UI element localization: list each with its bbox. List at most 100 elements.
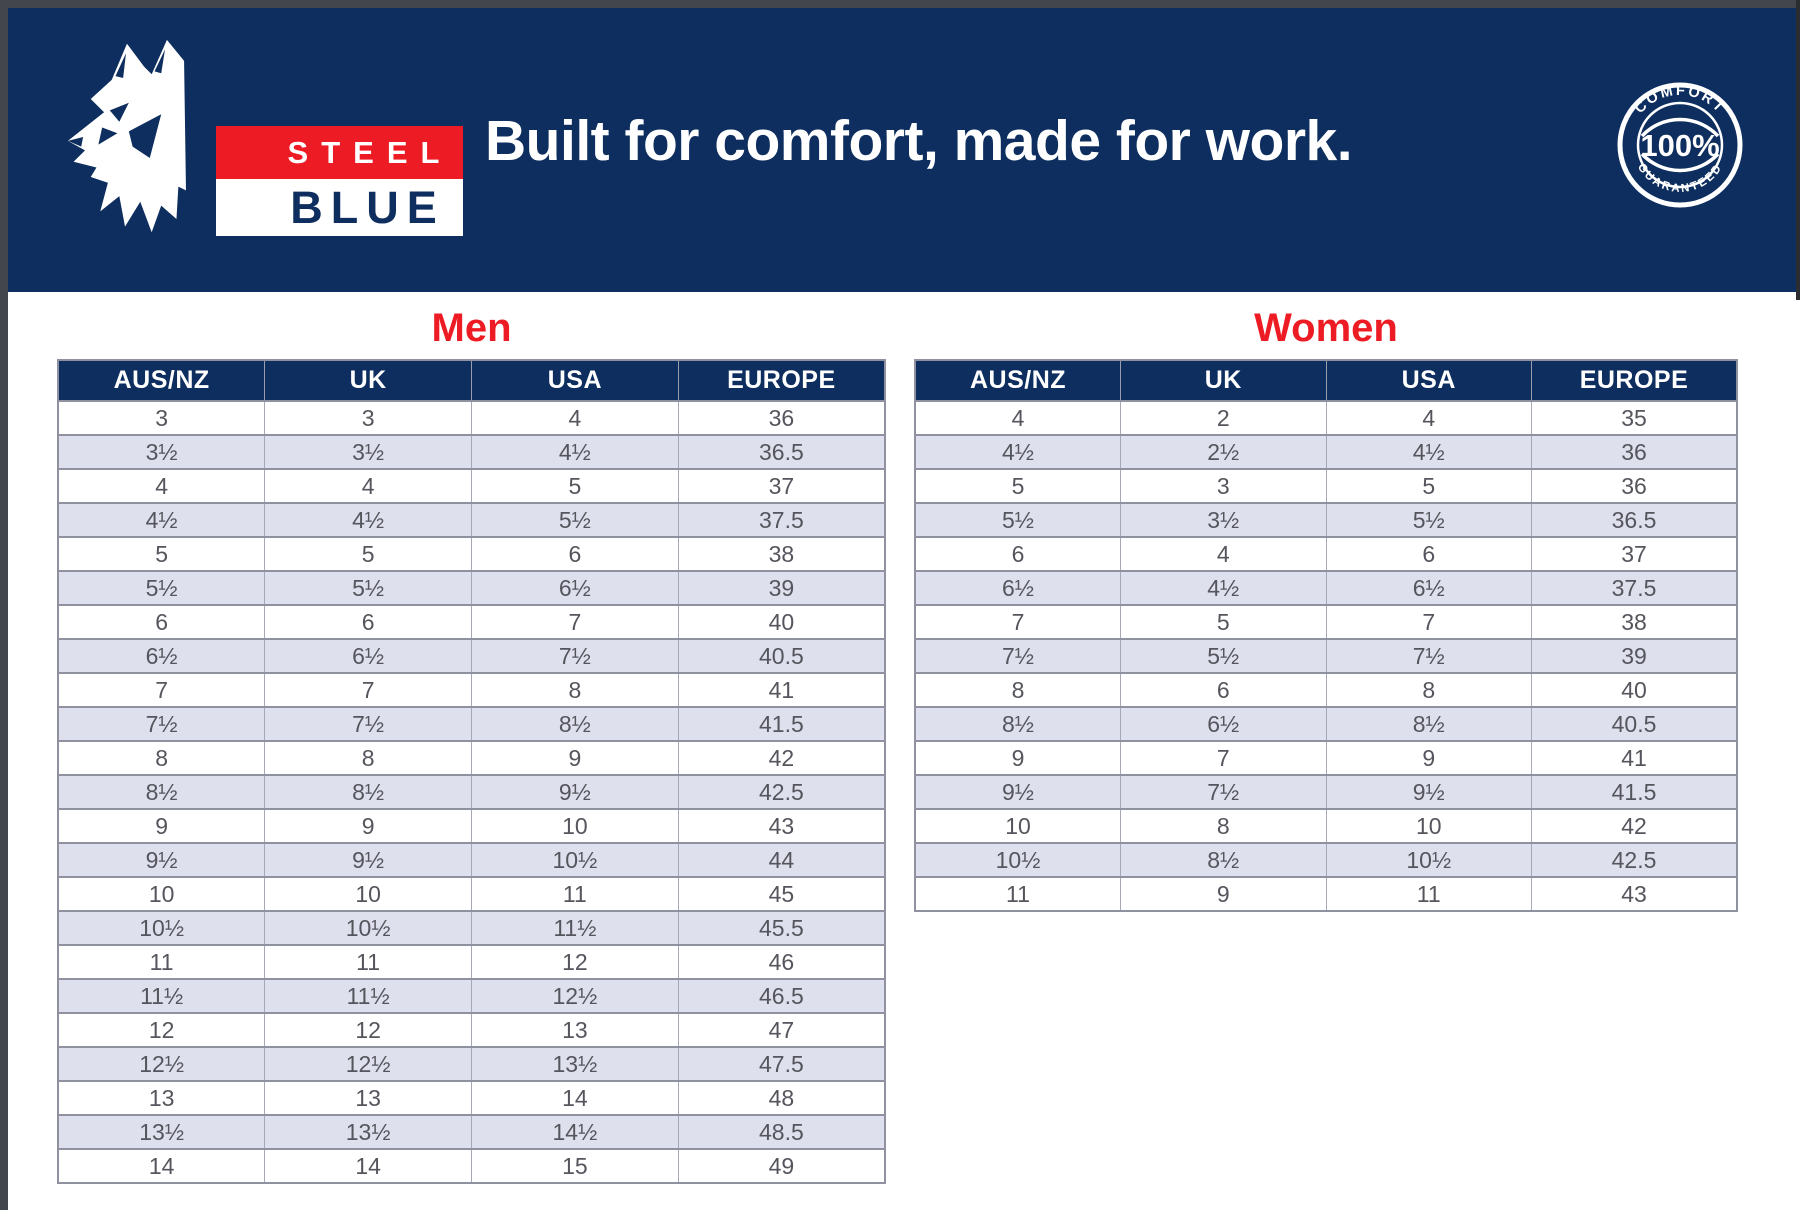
size-cell: 41 <box>677 672 886 708</box>
size-cell: 45.5 <box>677 910 886 946</box>
table-row: 9½ 7½ 9½ 41.5 <box>914 774 1738 810</box>
size-cell: 5 <box>57 536 266 572</box>
size-cell: 6½ <box>1120 706 1327 742</box>
column-header: USA <box>1325 359 1532 402</box>
size-cell: 10½ <box>914 842 1121 878</box>
size-cell: 3 <box>264 400 472 436</box>
size-cell: 13 <box>57 1080 266 1116</box>
size-cell: 11 <box>471 876 679 912</box>
men-title: Men <box>431 306 512 350</box>
size-cell: 40.5 <box>1531 706 1738 742</box>
size-cell: 8½ <box>1120 842 1327 878</box>
table-row: 4½ 4½ 5½ 37.5 <box>57 502 886 538</box>
size-cell: 43 <box>1531 876 1738 912</box>
column-header: AUS/NZ <box>57 359 266 402</box>
table-row: 12½ 12½ 13½ 47.5 <box>57 1046 886 1082</box>
size-cell: 9½ <box>914 774 1121 810</box>
table-row: 5½ 3½ 5½ 36.5 <box>914 502 1738 538</box>
table-row: 7 5 7 38 <box>914 604 1738 640</box>
size-cell: 4 <box>57 468 266 504</box>
size-cell: 8½ <box>1325 706 1532 742</box>
women-size-table: AUS/NZ UK USA EUROPE 4 2 4 35 4½ 2½ 4½ 36 5 3 5 36 5½ 3½ 5… <box>914 359 1738 912</box>
size-cell: 3 <box>57 400 266 436</box>
size-cell: 10 <box>57 876 266 912</box>
size-cell: 13½ <box>57 1114 266 1150</box>
size-cell: 5½ <box>1120 638 1327 674</box>
table-row: 11 9 11 43 <box>914 876 1738 912</box>
size-cell: 3½ <box>57 434 266 470</box>
size-cell: 37 <box>1531 536 1738 572</box>
size-cell: 7½ <box>471 638 679 674</box>
size-cell: 11½ <box>471 910 679 946</box>
table-row: 9 9 10 43 <box>57 808 886 844</box>
table-row: 12 12 13 47 <box>57 1012 886 1048</box>
size-cell: 6½ <box>264 638 472 674</box>
size-cell: 9½ <box>471 774 679 810</box>
table-row: 4 4 5 37 <box>57 468 886 504</box>
wolf-head-icon <box>67 39 186 233</box>
page-edge-left <box>0 0 8 1210</box>
women-size-section: Women AUS/NZ UK USA EUROPE 4 2 4 35 4½ 2½ 4½ 36 5 3 5 3… <box>914 292 1738 912</box>
size-cell: 46.5 <box>677 978 886 1014</box>
svg-text:COMFORT: COMFORT <box>1632 83 1728 117</box>
size-cell: 5½ <box>471 502 679 538</box>
table-row: 7½ 7½ 8½ 41.5 <box>57 706 886 742</box>
size-cell: 9 <box>914 740 1121 776</box>
size-cell: 6 <box>57 604 266 640</box>
svg-text:GUARANTEED: GUARANTEED <box>1635 161 1725 195</box>
size-cell: 37.5 <box>1531 570 1738 606</box>
size-cell: 5 <box>471 468 679 504</box>
table-row: 10½ 8½ 10½ 42.5 <box>914 842 1738 878</box>
size-cell: 6 <box>471 536 679 572</box>
size-cell: 38 <box>677 536 886 572</box>
size-cell: 7 <box>914 604 1121 640</box>
header-row: AUS/NZ UK USA EUROPE <box>914 359 1738 402</box>
size-cell: 4½ <box>471 434 679 470</box>
size-cell: 6½ <box>57 638 266 674</box>
page-edge-right <box>1796 0 1800 300</box>
table-row: 9 7 9 41 <box>914 740 1738 776</box>
size-cell: 40.5 <box>677 638 886 674</box>
table-row: 5 3 5 36 <box>914 468 1738 504</box>
size-cell: 9½ <box>1325 774 1532 810</box>
size-cell: 7½ <box>914 638 1121 674</box>
size-cell: 38 <box>1531 604 1738 640</box>
logo-steel-box: STEEL <box>216 126 463 179</box>
size-cell: 35 <box>1531 400 1738 436</box>
men-size-table: AUS/NZ UK USA EUROPE 3 3 4 36 3½ 3½ 4½ 36.5 4 4 5 37 4½ 4… <box>57 359 886 1184</box>
size-cell: 48.5 <box>677 1114 886 1150</box>
size-cell: 5 <box>264 536 472 572</box>
column-header: UK <box>264 359 472 402</box>
table-row: 6 4 6 37 <box>914 536 1738 572</box>
table-row: 3 3 4 36 <box>57 400 886 436</box>
size-cell: 2 <box>1120 400 1327 436</box>
comfort-guaranteed-badge-icon: COMFORT GUARANTEED 100% <box>1617 82 1743 208</box>
size-cell: 7½ <box>57 706 266 742</box>
size-cell: 9 <box>264 808 472 844</box>
size-cell: 36.5 <box>677 434 886 470</box>
table-row: 7½ 5½ 7½ 39 <box>914 638 1738 674</box>
table-row: 8 6 8 40 <box>914 672 1738 708</box>
size-cell: 10 <box>914 808 1121 844</box>
column-header: EUROPE <box>1531 359 1738 402</box>
size-cell: 4 <box>914 400 1121 436</box>
size-cell: 7½ <box>264 706 472 742</box>
table-row: 5 5 6 38 <box>57 536 886 572</box>
size-cell: 43 <box>677 808 886 844</box>
table-row: 6½ 4½ 6½ 37.5 <box>914 570 1738 606</box>
size-cell: 6 <box>1120 672 1327 708</box>
size-cell: 10 <box>471 808 679 844</box>
size-cell: 4½ <box>1325 434 1532 470</box>
tagline: Built for comfort, made for work. <box>485 109 1353 173</box>
size-cell: 6 <box>914 536 1121 572</box>
badge-center-text: 100% <box>1640 128 1719 163</box>
size-cell: 7 <box>471 604 679 640</box>
size-cell: 13½ <box>264 1114 472 1150</box>
size-cell: 3 <box>1120 468 1327 504</box>
size-cell: 8 <box>914 672 1121 708</box>
size-cell: 11½ <box>57 978 266 1014</box>
size-cell: 15 <box>471 1148 679 1184</box>
size-cell: 4 <box>471 400 679 436</box>
badge-bottom-text: GUARANTEED <box>1635 161 1723 195</box>
size-cell: 14½ <box>471 1114 679 1150</box>
